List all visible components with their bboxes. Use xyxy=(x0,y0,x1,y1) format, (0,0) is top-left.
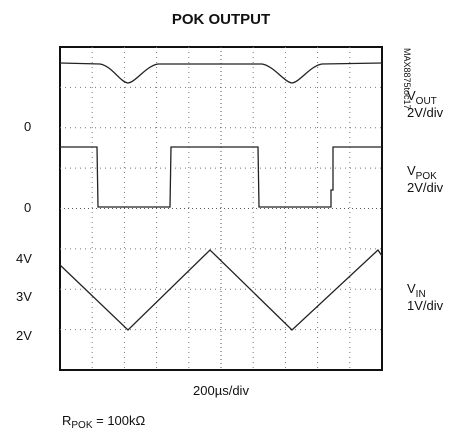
left-label: 2V xyxy=(16,328,32,343)
text-part: IN xyxy=(416,289,426,300)
channel-scale: 2V/div xyxy=(407,180,444,195)
text-part: V xyxy=(407,88,416,103)
left-label: 0 xyxy=(24,200,31,215)
channel-name: VOUT xyxy=(407,88,437,107)
condition: RPOK = 100kΩ xyxy=(62,413,146,431)
channel-scale: 2V/div xyxy=(407,105,444,120)
vin-trace xyxy=(59,249,383,331)
left-label: 4V xyxy=(16,251,32,266)
figure-id: MAX8875toc17 xyxy=(402,48,412,110)
left-label: 0 xyxy=(24,119,31,134)
time-scale: 200µs/div xyxy=(193,383,249,398)
text-part: V xyxy=(407,281,416,296)
channel-name: VPOK xyxy=(407,163,437,182)
text-part: R xyxy=(62,413,71,428)
text-part: = 100kΩ xyxy=(93,413,146,428)
text-part: V xyxy=(407,163,416,178)
text-part: POK xyxy=(416,171,437,182)
channel-name: VIN xyxy=(407,281,426,300)
left-label: 3V xyxy=(16,289,32,304)
text-part: POK xyxy=(71,420,92,431)
text-part: OUT xyxy=(416,96,437,107)
channel-scale: 1V/div xyxy=(407,298,444,313)
vout-trace xyxy=(59,62,383,84)
title: POK OUTPUT xyxy=(172,11,270,28)
vpok-trace xyxy=(60,146,382,208)
